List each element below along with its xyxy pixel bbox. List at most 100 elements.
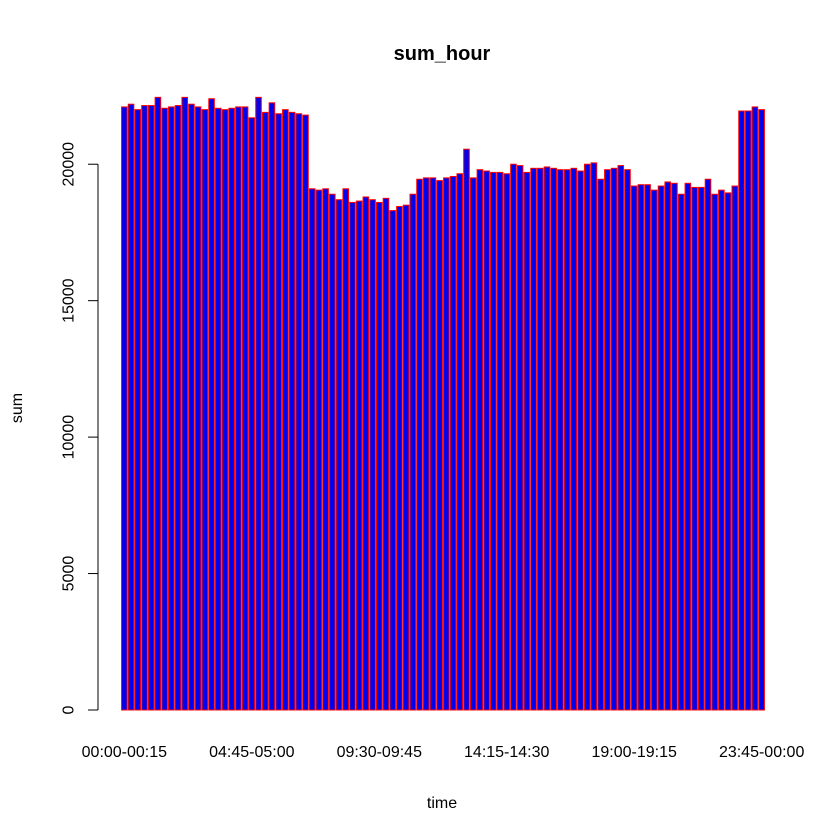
bar <box>469 177 477 711</box>
bar <box>443 177 450 711</box>
bar <box>516 165 524 711</box>
bar <box>154 96 162 711</box>
bar <box>362 196 370 711</box>
bar <box>456 173 464 711</box>
bar <box>610 167 618 711</box>
x-tick-label: 09:30-09:45 <box>337 744 423 761</box>
bar <box>523 171 531 711</box>
bar <box>375 201 383 711</box>
bar <box>691 186 698 711</box>
bar <box>758 109 765 711</box>
bar <box>724 192 732 711</box>
bar <box>510 163 517 711</box>
bar <box>436 180 443 711</box>
bar <box>677 193 685 711</box>
bar <box>557 169 564 711</box>
bar <box>590 162 598 711</box>
bar <box>429 177 437 711</box>
y-tick-label: 20000 <box>61 142 78 187</box>
bar <box>550 167 557 711</box>
bar <box>624 169 631 711</box>
bar <box>597 178 604 711</box>
bar <box>617 165 625 711</box>
x-axis-label: time <box>427 795 457 812</box>
bar <box>422 177 430 711</box>
bar <box>671 182 678 711</box>
bar <box>684 182 692 711</box>
bar <box>168 106 175 711</box>
bar <box>141 105 148 711</box>
bars-group <box>121 96 765 711</box>
bar <box>738 110 745 711</box>
bar <box>275 113 282 711</box>
bar <box>342 188 350 711</box>
bar <box>208 98 215 711</box>
bar <box>355 200 363 711</box>
bar <box>201 109 209 711</box>
bar <box>134 109 142 711</box>
bar <box>282 109 289 711</box>
bar <box>302 114 309 711</box>
bar <box>214 107 222 711</box>
x-tick-label: 19:00-19:15 <box>591 744 677 761</box>
bar <box>449 176 457 711</box>
bar <box>181 96 189 711</box>
bar <box>657 185 665 711</box>
bar <box>490 171 497 711</box>
bar <box>416 178 423 711</box>
bar <box>644 184 651 711</box>
bar <box>530 167 537 711</box>
bar <box>389 210 396 711</box>
bar <box>483 170 490 711</box>
bar <box>295 113 303 711</box>
bar <box>463 148 470 711</box>
bar <box>604 169 611 711</box>
x-tick-label: 23:45-00:00 <box>719 744 805 761</box>
bar <box>268 102 276 711</box>
bar <box>697 186 705 711</box>
bar <box>496 171 504 711</box>
bar <box>188 103 195 711</box>
x-tick-label: 00:00-00:15 <box>82 744 168 761</box>
bar <box>402 204 410 711</box>
bar <box>147 105 155 711</box>
bar <box>329 193 336 711</box>
bar <box>382 197 390 711</box>
bar <box>543 166 551 711</box>
bar <box>751 106 759 711</box>
bar <box>174 105 182 711</box>
bar <box>255 96 262 711</box>
bar <box>194 106 202 711</box>
bar <box>563 169 571 711</box>
bar <box>711 193 718 711</box>
y-tick-label: 10000 <box>61 415 78 460</box>
bar <box>570 167 578 711</box>
bar <box>228 107 235 711</box>
bar <box>349 201 356 711</box>
bar <box>637 184 645 711</box>
bar <box>248 117 256 711</box>
chart-title: sum_hour <box>394 43 491 65</box>
bar <box>583 163 591 711</box>
x-tick-label: 04:45-05:00 <box>209 744 295 761</box>
bar <box>744 110 752 711</box>
y-tick-label: 0 <box>61 705 78 714</box>
bar <box>476 169 484 711</box>
bar <box>235 106 242 711</box>
bar <box>577 170 584 711</box>
bar <box>396 206 403 711</box>
bar <box>630 185 638 711</box>
bar <box>369 199 376 711</box>
y-tick-label: 15000 <box>61 278 78 323</box>
bar <box>718 189 725 711</box>
bar <box>664 181 672 711</box>
bar <box>161 107 168 711</box>
x-axis: 00:00-00:15 04:45-05:00 09:30-09:45 14:15-1… <box>82 744 805 761</box>
y-tick-label: 5000 <box>61 556 78 592</box>
bar <box>409 193 417 711</box>
bar <box>288 111 296 711</box>
bar <box>322 188 329 711</box>
bar <box>731 185 739 711</box>
bar <box>308 188 316 711</box>
